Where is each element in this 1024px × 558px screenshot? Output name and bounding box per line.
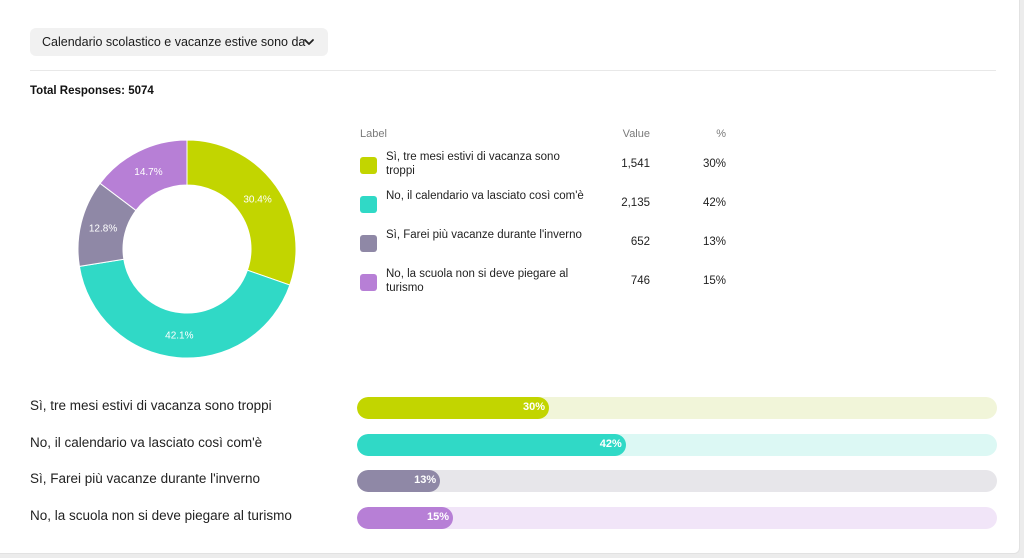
legend-label: No, il calendario va lasciato così com'è xyxy=(386,190,584,202)
bar-value-label: 13% xyxy=(414,474,437,486)
bar-fill: 13% xyxy=(357,470,441,492)
legend-percent: 13% xyxy=(702,236,726,248)
bar-row: No, la scuola non si deve piegare al tur… xyxy=(30,506,998,543)
legend-value: 746 xyxy=(630,275,650,287)
bar-row: No, il calendario va lasciato così com'è… xyxy=(30,433,998,470)
bar-label: No, il calendario va lasciato così com'è xyxy=(30,434,263,450)
legend-label: Sì, tre mesi estivi di vacanza sono trop… xyxy=(386,151,560,177)
legend-row: Sì, Farei più vacanze durante l'inverno … xyxy=(360,224,740,263)
bar-row: Sì, Farei più vacanze durante l'inverno … xyxy=(30,469,998,506)
legend-row: No, la scuola non si deve piegare al tur… xyxy=(360,263,740,302)
legend-value: 2,135 xyxy=(621,197,650,209)
bar-value-label: 15% xyxy=(426,510,449,523)
legend-table: Label Value % Sì, tre mesi estivi di vac… xyxy=(360,128,740,302)
legend-percent: 42% xyxy=(702,197,726,209)
bar-value-label: 42% xyxy=(599,437,622,450)
bar-fill: 15% xyxy=(357,506,453,529)
donut-slice xyxy=(99,139,188,212)
legend-swatch xyxy=(360,235,377,252)
question-dropdown[interactable]: Calendario scolastico e vacanze estive s… xyxy=(30,28,328,56)
donut-slice-label: 12.8% xyxy=(89,224,117,235)
bar-track: 30% xyxy=(357,397,997,419)
bar-track: 15% xyxy=(357,506,997,529)
legend-swatch xyxy=(360,157,377,174)
legend-header-label: Label xyxy=(360,128,387,140)
bar-label: Sì, tre mesi estivi di vacanza sono trop… xyxy=(30,398,272,413)
donut-slice xyxy=(186,139,297,286)
legend-value: 652 xyxy=(630,236,650,248)
total-responses: Total Responses: 5074 xyxy=(30,85,154,97)
legend-header-percent: % xyxy=(716,128,726,140)
legend-label: Sì, Farei più vacanze durante l'inverno xyxy=(386,229,582,241)
donut-slice-label: 14.7% xyxy=(134,167,162,178)
chevron-down-icon xyxy=(304,39,314,45)
bar-chart: Sì, tre mesi estivi di vacanza sono trop… xyxy=(30,396,998,542)
bar-label: No, la scuola non si deve piegare al tur… xyxy=(30,507,292,523)
legend-swatch xyxy=(360,274,377,291)
donut-slice-label: 30.4% xyxy=(243,194,271,205)
donut-slice-label: 42.1% xyxy=(165,331,193,342)
legend-percent: 30% xyxy=(702,158,726,170)
legend-header-value: Value xyxy=(622,128,650,140)
donut-slice xyxy=(78,258,291,359)
legend-label: No, la scuola non si deve piegare al tur… xyxy=(386,268,569,294)
legend-row: Sì, tre mesi estivi di vacanza sono trop… xyxy=(360,146,740,185)
legend-percent: 15% xyxy=(702,275,726,287)
bar-row: Sì, tre mesi estivi di vacanza sono trop… xyxy=(30,396,998,433)
legend-row: No, il calendario va lasciato così com'è… xyxy=(360,185,740,224)
bar-track: 42% xyxy=(357,433,997,456)
bar-fill: 42% xyxy=(357,433,626,456)
divider xyxy=(30,70,996,71)
bar-value-label: 30% xyxy=(522,401,545,413)
bar-fill: 30% xyxy=(357,397,549,419)
bar-label: Sì, Farei più vacanze durante l'inverno xyxy=(30,471,260,486)
bar-track: 13% xyxy=(357,470,997,492)
legend-value: 1,541 xyxy=(621,158,650,170)
question-dropdown-label: Calendario scolastico e vacanze estive s… xyxy=(42,35,306,49)
donut-chart: 30.4% 42.1% 12.8% 14.7% xyxy=(77,139,297,359)
legend-header: Label Value % xyxy=(360,128,740,146)
legend-swatch xyxy=(360,196,377,213)
